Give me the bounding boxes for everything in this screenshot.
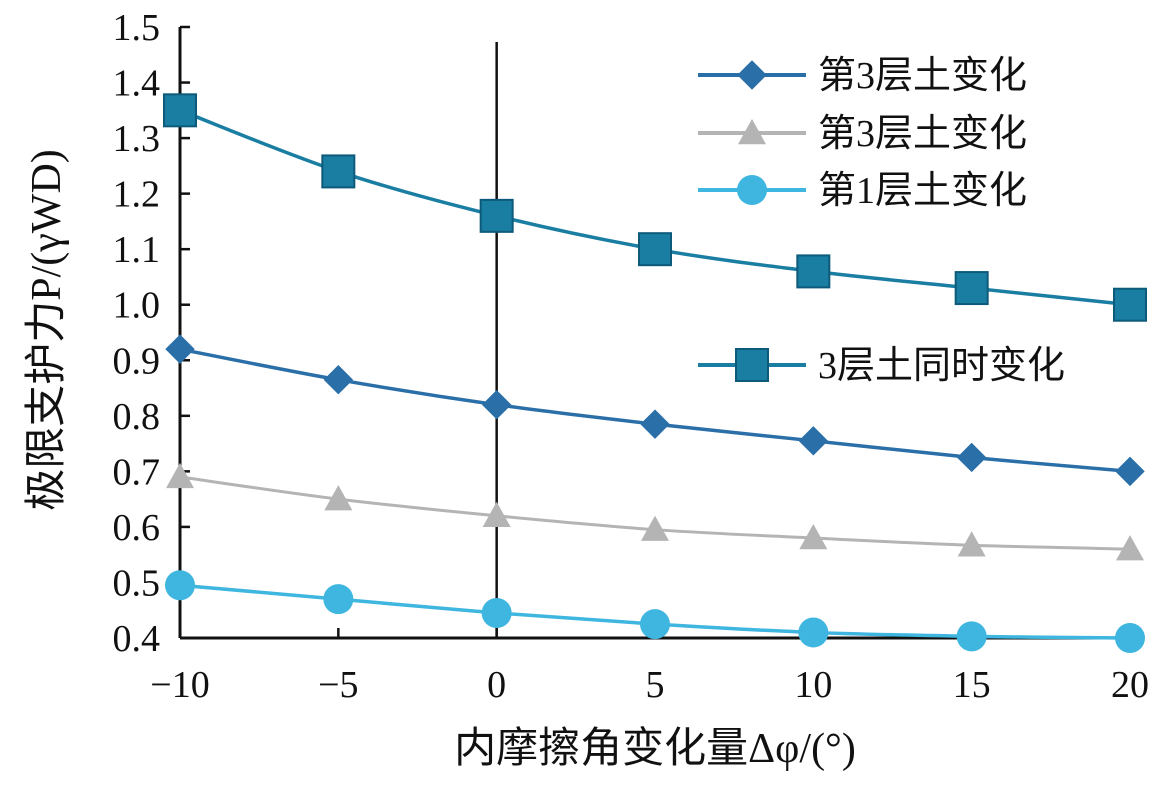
- y-axis-title: 极限支护力P/(γWD): [24, 149, 70, 511]
- legend-item: 第1层土变化: [698, 170, 1027, 212]
- y-tick-label: 1.4: [113, 63, 161, 105]
- y-tick-label: 0.4: [113, 618, 161, 660]
- legend-label: 第3层土变化: [818, 55, 1027, 97]
- y-tick-label: 1.0: [113, 285, 161, 327]
- y-tick-label: 0.7: [113, 451, 161, 493]
- data-point: [799, 524, 828, 550]
- data-point: [481, 390, 512, 420]
- data-point: [1115, 623, 1145, 653]
- legend-item: 3层土同时变化: [698, 345, 1065, 387]
- data-point: [321, 154, 356, 189]
- series-diamond: [165, 334, 1145, 487]
- y-tick-label: 0.5: [113, 562, 161, 604]
- series-square: [163, 93, 1147, 322]
- data-point: [641, 515, 669, 541]
- y-tick-label: 0.9: [113, 340, 161, 382]
- x-tick-label: 20: [1111, 664, 1149, 706]
- data-point: [165, 570, 195, 601]
- data-point: [324, 485, 353, 511]
- data-point: [954, 271, 989, 306]
- legend-marker: [738, 119, 766, 145]
- data-point: [956, 442, 987, 473]
- legend-item: 第3层土变化: [698, 113, 1027, 155]
- x-tick-label: −5: [318, 664, 358, 706]
- x-tick-label: 15: [953, 664, 991, 706]
- data-point: [640, 609, 670, 640]
- x-axis-title: 内摩擦角变化量Δφ/(°): [454, 725, 856, 772]
- legend-item: 第3层土变化: [698, 55, 1027, 97]
- data-point: [1113, 287, 1147, 322]
- data-point: [798, 617, 829, 648]
- data-point: [481, 598, 512, 629]
- data-point: [482, 501, 511, 527]
- data-point: [1116, 535, 1144, 561]
- legend-marker: [737, 60, 767, 90]
- data-point: [1115, 456, 1145, 487]
- data-point: [323, 584, 354, 615]
- y-tick-label: 1.1: [113, 229, 161, 271]
- data-point: [479, 198, 514, 233]
- legend-label: 3层土同时变化: [818, 345, 1065, 387]
- y-tick-label: 1.5: [113, 7, 161, 49]
- y-tick-label: 0.8: [113, 396, 161, 438]
- y-tick-label: 1.2: [113, 174, 161, 216]
- y-tick-label: 1.3: [113, 118, 161, 160]
- series-circle: [165, 570, 1145, 653]
- data-point: [166, 462, 194, 489]
- data-point: [323, 365, 354, 395]
- axes: −10 −5 0 5 10 15 20 0.4 0.5 0.6 0.7 0.8 0.9 1.0 1.1 1.2…: [113, 7, 1150, 706]
- y-tick-label: 0.6: [113, 507, 161, 549]
- series-triangle: [166, 462, 1144, 561]
- x-tick-label: 5: [646, 664, 665, 706]
- legend-label: 第3层土变化: [818, 113, 1027, 155]
- data-point: [640, 409, 670, 439]
- data-point: [165, 334, 195, 364]
- x-tick-label: −10: [150, 664, 209, 706]
- legend-marker: [735, 348, 769, 382]
- data-point: [798, 426, 829, 456]
- legend-label: 第1层土变化: [818, 170, 1027, 212]
- data-point: [163, 93, 197, 128]
- data-point: [796, 254, 831, 289]
- data-point: [638, 232, 672, 267]
- data-point: [957, 531, 986, 557]
- legend-marker: [737, 175, 767, 205]
- x-tick-label: 0: [487, 664, 506, 706]
- data-point: [956, 621, 987, 652]
- series-group: [163, 93, 1147, 653]
- x-tick-label: 10: [794, 664, 832, 706]
